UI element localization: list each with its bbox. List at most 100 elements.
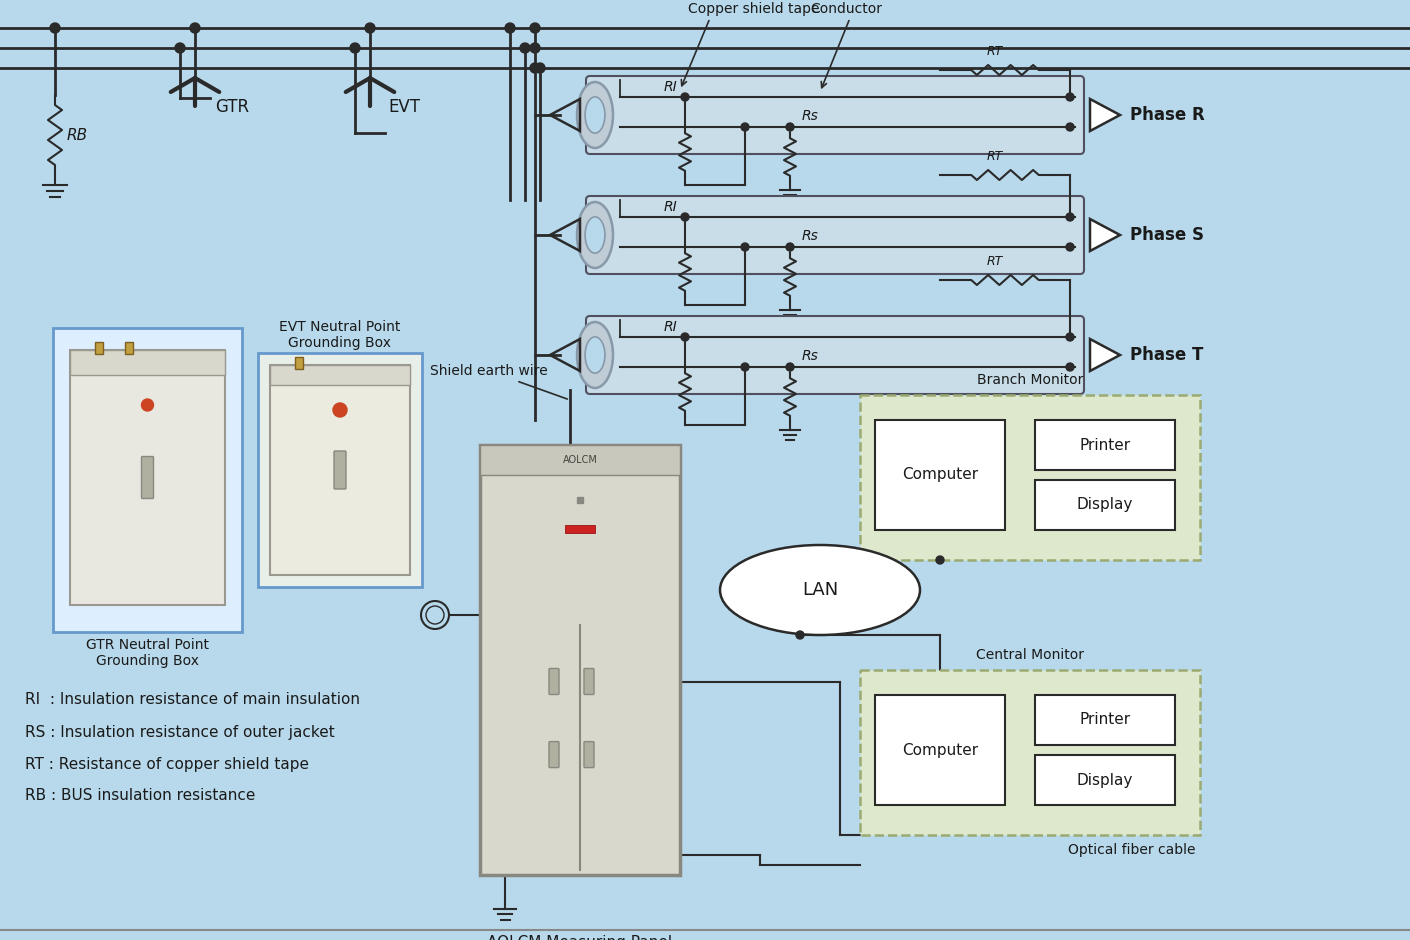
Text: AOLCM: AOLCM [563, 455, 598, 465]
Text: Rs: Rs [801, 349, 818, 363]
Circle shape [350, 43, 360, 53]
Polygon shape [1090, 219, 1120, 251]
FancyBboxPatch shape [125, 342, 133, 354]
Text: RI: RI [663, 320, 677, 334]
Ellipse shape [422, 601, 448, 629]
Ellipse shape [585, 337, 605, 373]
Text: Phase S: Phase S [1129, 226, 1204, 244]
Text: Computer: Computer [902, 467, 979, 482]
Text: RB: RB [68, 128, 87, 143]
Circle shape [742, 363, 749, 371]
Text: RT : Resistance of copper shield tape: RT : Resistance of copper shield tape [25, 757, 309, 772]
FancyBboxPatch shape [876, 420, 1005, 530]
Circle shape [797, 631, 804, 639]
Text: Optical fiber cable: Optical fiber cable [1067, 843, 1196, 857]
Text: Phase T: Phase T [1129, 346, 1203, 364]
Ellipse shape [721, 545, 919, 635]
Ellipse shape [577, 322, 613, 388]
Text: LAN: LAN [802, 581, 838, 599]
Circle shape [742, 123, 749, 131]
Text: Display: Display [1077, 773, 1134, 788]
FancyBboxPatch shape [1035, 480, 1175, 530]
FancyBboxPatch shape [587, 196, 1084, 274]
Circle shape [365, 23, 375, 33]
Circle shape [936, 556, 945, 564]
FancyBboxPatch shape [269, 365, 410, 575]
Circle shape [530, 43, 540, 53]
Text: RI: RI [663, 80, 677, 94]
Ellipse shape [577, 202, 613, 268]
Text: Computer: Computer [902, 743, 979, 758]
Circle shape [520, 43, 530, 53]
Circle shape [49, 23, 61, 33]
FancyBboxPatch shape [1035, 420, 1175, 470]
Ellipse shape [585, 97, 605, 133]
Circle shape [141, 399, 154, 411]
Polygon shape [1090, 339, 1120, 371]
Circle shape [530, 63, 540, 73]
FancyBboxPatch shape [334, 451, 345, 489]
Text: RI: RI [663, 200, 677, 214]
Text: RT: RT [987, 255, 1003, 268]
FancyBboxPatch shape [479, 445, 680, 475]
FancyBboxPatch shape [548, 742, 558, 768]
Text: RB : BUS insulation resistance: RB : BUS insulation resistance [25, 789, 255, 804]
Text: RT: RT [987, 45, 1003, 58]
FancyBboxPatch shape [269, 365, 410, 385]
Text: AOLCM Measuring Panel: AOLCM Measuring Panel [488, 935, 673, 940]
Circle shape [742, 243, 749, 251]
FancyBboxPatch shape [584, 742, 594, 768]
Text: Branch Monitor: Branch Monitor [977, 373, 1083, 387]
Circle shape [530, 23, 540, 33]
FancyBboxPatch shape [70, 350, 226, 605]
Text: Rs: Rs [801, 109, 818, 123]
Text: Conductor: Conductor [809, 2, 883, 16]
FancyBboxPatch shape [876, 695, 1005, 805]
Polygon shape [1090, 99, 1120, 131]
Text: Rs: Rs [801, 229, 818, 243]
Circle shape [681, 213, 689, 221]
Ellipse shape [577, 82, 613, 148]
FancyBboxPatch shape [70, 350, 226, 375]
FancyBboxPatch shape [565, 525, 595, 533]
Circle shape [1066, 243, 1074, 251]
FancyBboxPatch shape [584, 668, 594, 695]
Text: EVT: EVT [388, 98, 420, 116]
Ellipse shape [585, 217, 605, 253]
Text: Printer: Printer [1080, 437, 1131, 452]
Circle shape [534, 63, 546, 73]
Text: GTR: GTR [214, 98, 250, 116]
FancyBboxPatch shape [258, 353, 422, 587]
FancyBboxPatch shape [860, 395, 1200, 560]
Circle shape [1066, 123, 1074, 131]
Circle shape [175, 43, 185, 53]
Circle shape [785, 243, 794, 251]
Circle shape [190, 23, 200, 33]
Circle shape [785, 363, 794, 371]
Text: Shield earth wire: Shield earth wire [430, 364, 567, 400]
Circle shape [681, 333, 689, 341]
Circle shape [1066, 93, 1074, 101]
FancyBboxPatch shape [1035, 755, 1175, 805]
Circle shape [505, 23, 515, 33]
FancyBboxPatch shape [860, 670, 1200, 835]
Text: Copper shield tape: Copper shield tape [688, 2, 819, 16]
Text: Phase R: Phase R [1129, 106, 1204, 124]
Text: EVT Neutral Point
Grounding Box: EVT Neutral Point Grounding Box [279, 320, 400, 350]
FancyBboxPatch shape [54, 328, 243, 632]
Text: Central Monitor: Central Monitor [976, 648, 1084, 662]
FancyBboxPatch shape [548, 668, 558, 695]
Text: RS : Insulation resistance of outer jacket: RS : Insulation resistance of outer jack… [25, 725, 334, 740]
FancyBboxPatch shape [1035, 695, 1175, 745]
Circle shape [1066, 213, 1074, 221]
Circle shape [785, 123, 794, 131]
Text: Display: Display [1077, 497, 1134, 512]
FancyBboxPatch shape [94, 342, 103, 354]
Circle shape [681, 93, 689, 101]
Circle shape [1066, 333, 1074, 341]
Text: Printer: Printer [1080, 713, 1131, 728]
Ellipse shape [426, 606, 444, 624]
FancyBboxPatch shape [479, 445, 680, 875]
FancyBboxPatch shape [141, 457, 154, 498]
FancyBboxPatch shape [587, 316, 1084, 394]
